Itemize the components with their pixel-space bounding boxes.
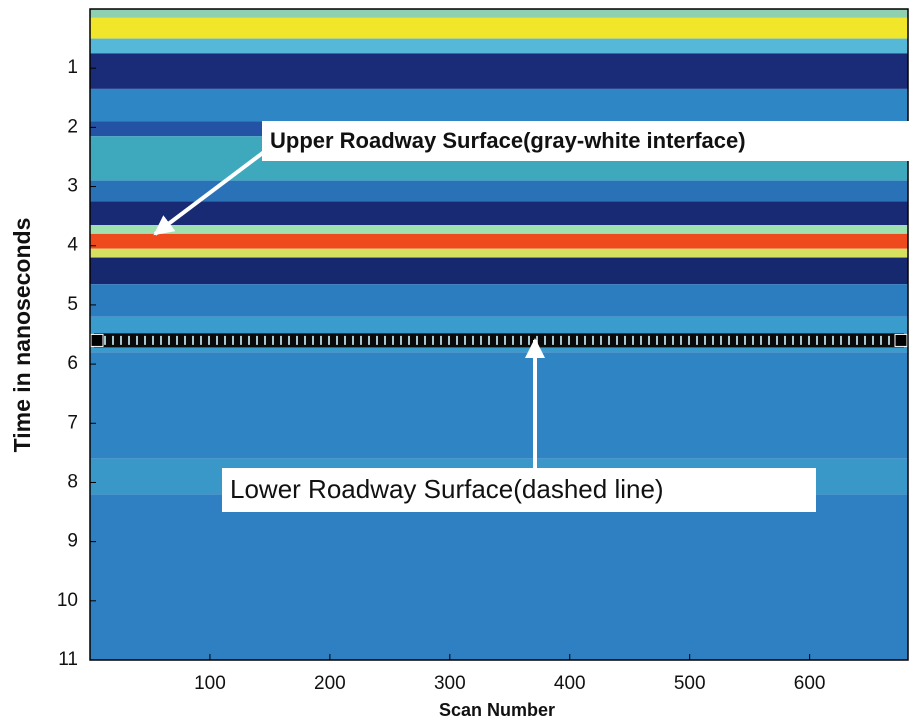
x-tick-label: 300 bbox=[434, 673, 466, 694]
signal-band bbox=[90, 9, 908, 18]
signal-band bbox=[90, 38, 908, 54]
y-tick-label: 3 bbox=[67, 176, 78, 197]
y-axis-label: Time in nanoseconds bbox=[9, 218, 35, 453]
signal-band bbox=[90, 180, 908, 202]
y-tick-label: 4 bbox=[67, 235, 78, 256]
y-tick-label: 10 bbox=[57, 590, 78, 611]
signal-band bbox=[90, 494, 908, 660]
signal-band bbox=[90, 225, 908, 234]
annotation-box bbox=[262, 121, 914, 161]
x-tick-label: 200 bbox=[314, 673, 346, 694]
signal-band bbox=[90, 352, 908, 459]
signal-band bbox=[90, 248, 908, 258]
y-tick-label: 5 bbox=[67, 294, 78, 315]
y-tick-label: 7 bbox=[67, 412, 78, 433]
x-tick-label: 600 bbox=[794, 673, 826, 694]
line-end-marker bbox=[894, 333, 908, 347]
line-end-marker bbox=[90, 333, 104, 347]
y-tick-label: 1 bbox=[67, 57, 78, 78]
signal-band bbox=[90, 233, 908, 249]
y-tick-label: 6 bbox=[67, 353, 78, 374]
annotation: Lower Roadway Surface(dashed line) bbox=[230, 474, 664, 504]
signal-band bbox=[90, 17, 908, 39]
annotation-arrow bbox=[153, 144, 274, 236]
signal-band bbox=[90, 53, 908, 89]
signal-band bbox=[90, 257, 908, 285]
x-tick-label: 400 bbox=[554, 673, 586, 694]
y-tick-label: 9 bbox=[67, 531, 78, 552]
signal-band bbox=[90, 201, 908, 226]
plot-area bbox=[90, 9, 908, 660]
y-tick-label: 8 bbox=[67, 471, 78, 492]
x-tick-label: 500 bbox=[674, 673, 706, 694]
x-tick-label: 100 bbox=[194, 673, 226, 694]
y-tick-label: 11 bbox=[58, 649, 78, 670]
annotation: Upper Roadway Surface(gray-white interfa… bbox=[270, 128, 746, 153]
plot-frame bbox=[89, 8, 909, 661]
signal-band bbox=[90, 88, 908, 122]
annotation-box bbox=[222, 468, 816, 512]
y-tick-label: 2 bbox=[67, 116, 78, 137]
x-axis-label: Scan Number bbox=[439, 700, 555, 720]
signal-band bbox=[90, 284, 908, 317]
